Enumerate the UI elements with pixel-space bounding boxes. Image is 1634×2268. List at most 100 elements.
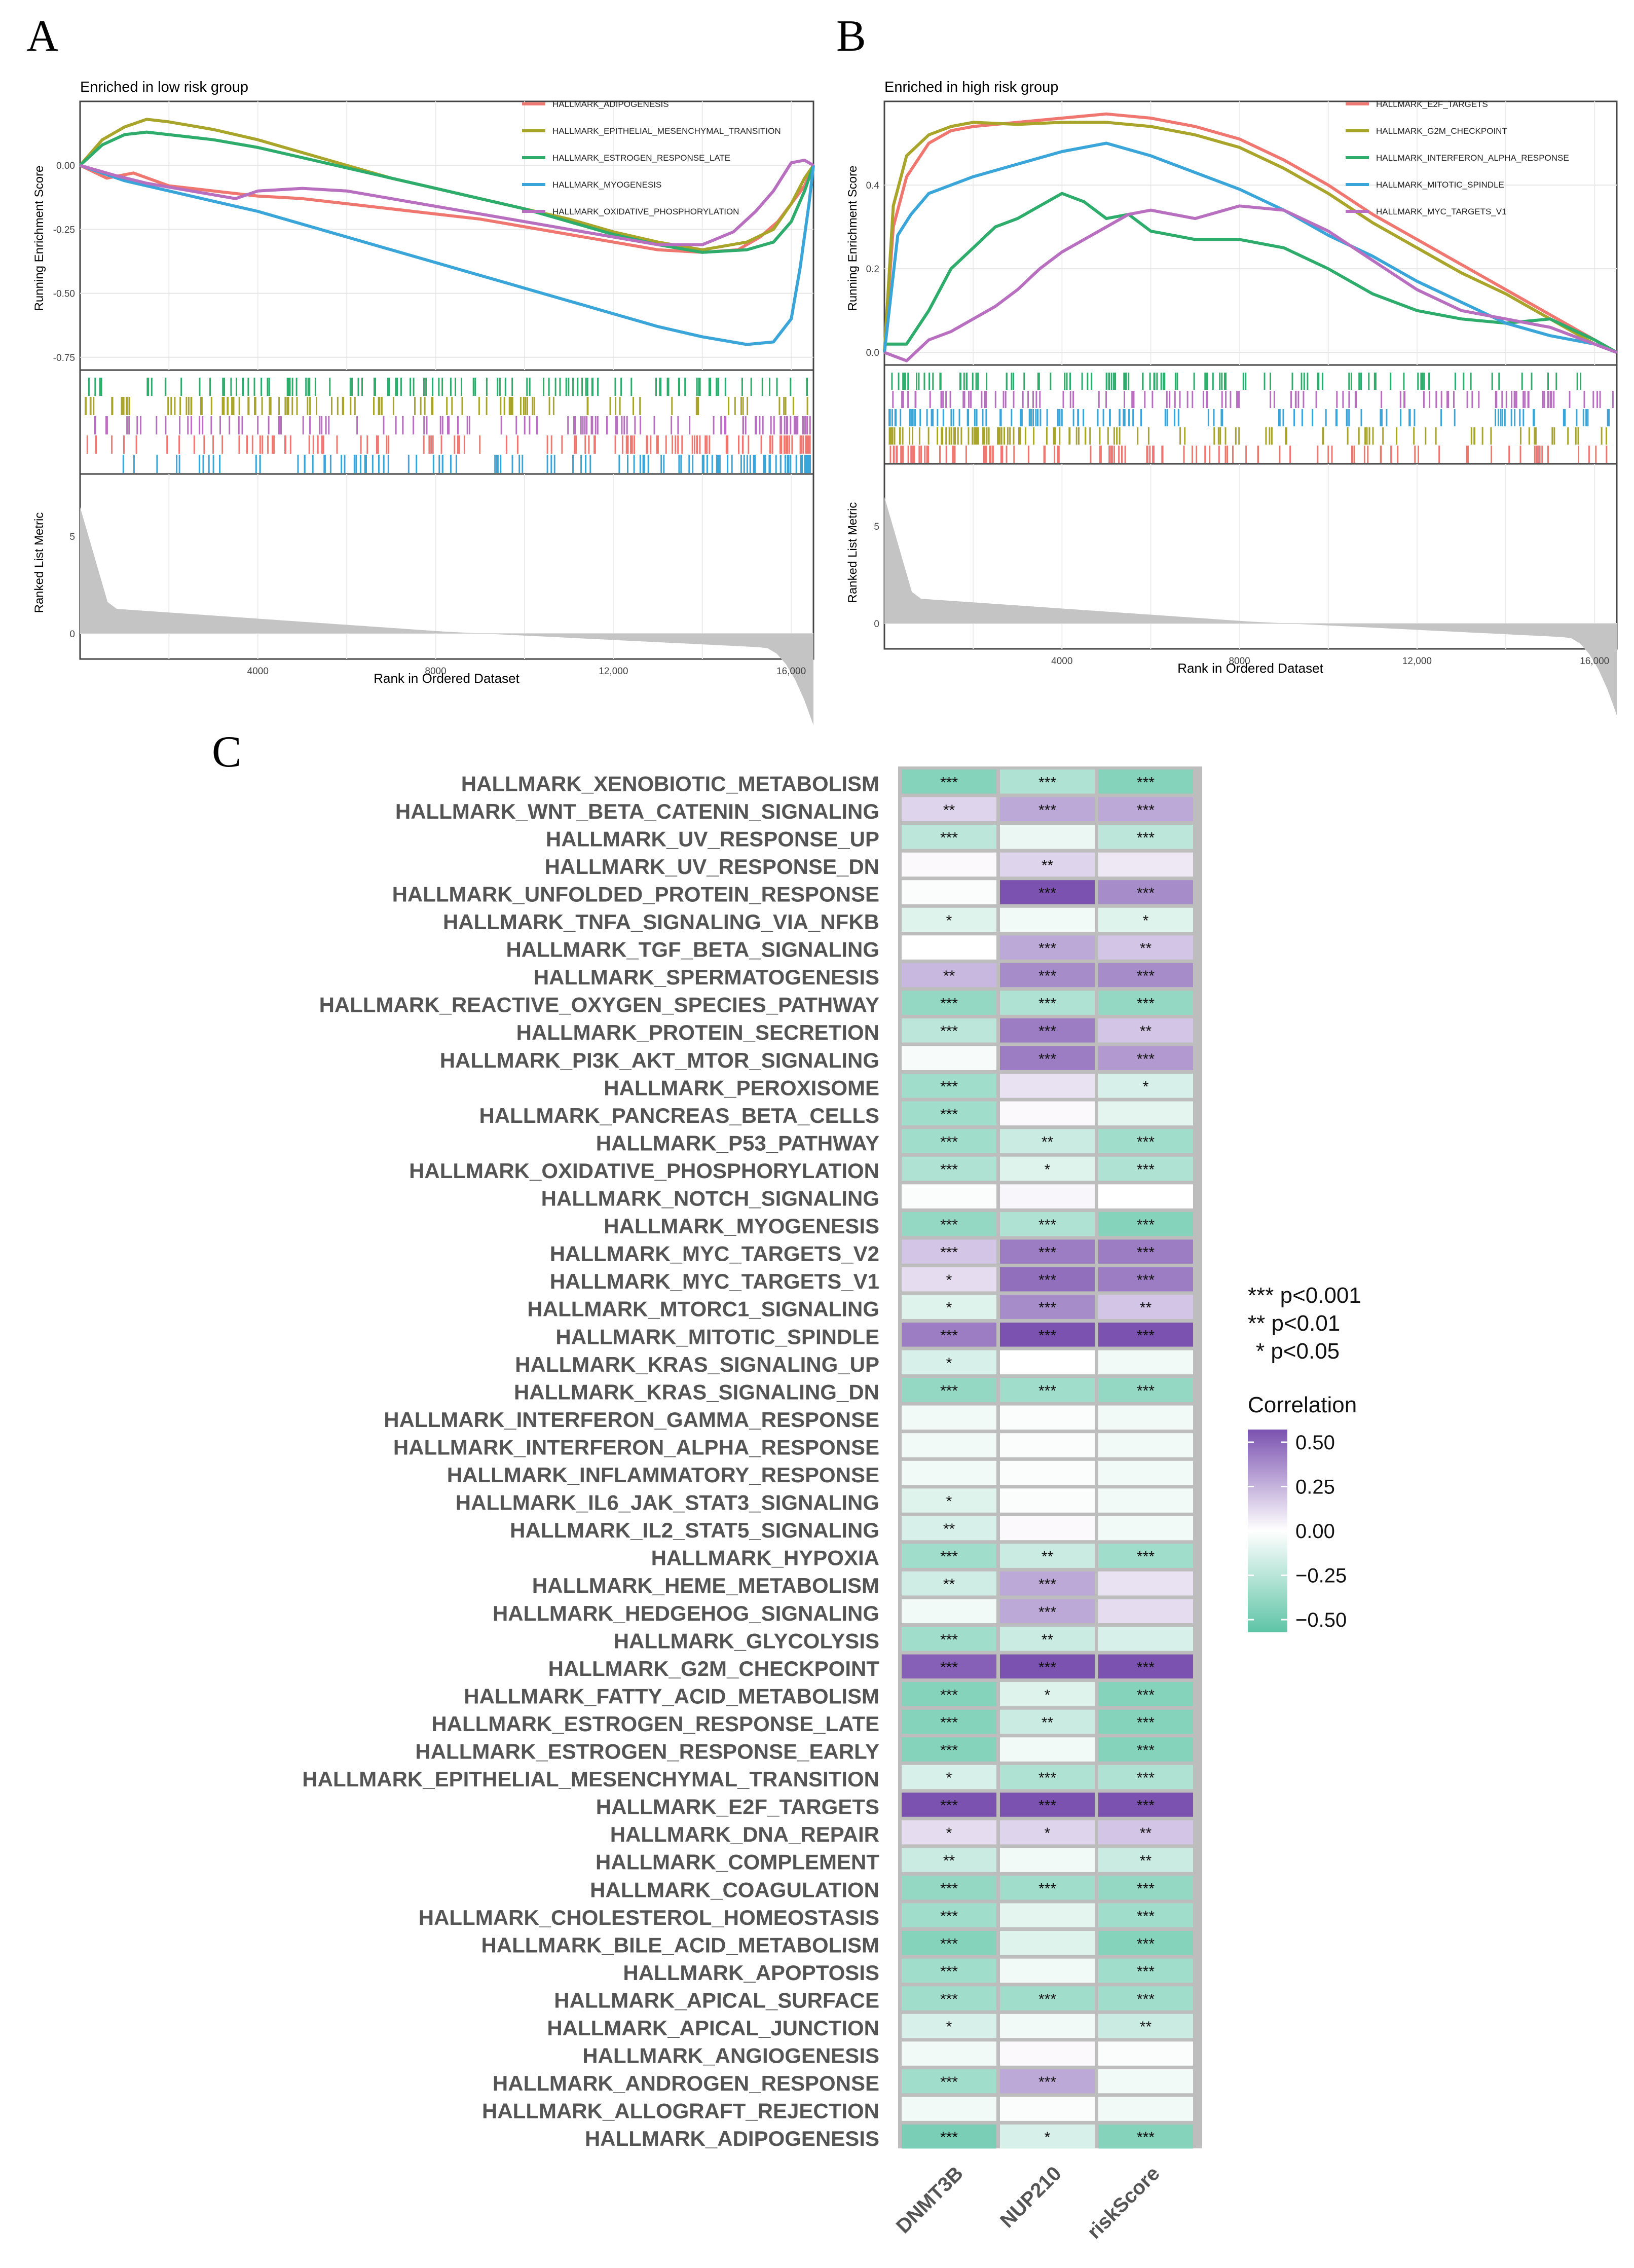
hit-stripe — [572, 378, 574, 396]
hit-stripe — [156, 455, 158, 473]
hit-stripe — [1504, 409, 1506, 426]
hit-stripe — [1390, 446, 1392, 463]
heatmap-cell — [1098, 2069, 1193, 2094]
hit-stripe — [1099, 446, 1101, 463]
heatmap-cell — [902, 852, 996, 877]
hit-stripe — [410, 378, 412, 396]
legend-label: HALLMARK_MYOGENESIS — [552, 180, 661, 190]
y-tick-label: 0.00 — [56, 161, 75, 171]
significance-mark: *** — [1137, 1659, 1155, 1676]
hit-stripe — [1232, 446, 1234, 463]
hit-stripe — [692, 455, 694, 473]
hit-stripe — [1317, 446, 1319, 463]
row-label: HALLMARK_NOTCH_SIGNALING — [541, 1187, 879, 1211]
hit-stripe — [1245, 373, 1247, 390]
heatmap-cell — [902, 825, 996, 849]
hit-stripe — [1440, 409, 1442, 426]
hit-stripe — [286, 397, 288, 415]
hit-stripe — [136, 416, 138, 434]
heatmap-cell — [1098, 2124, 1193, 2149]
hit-stripe — [236, 378, 237, 396]
hit-stripe — [660, 455, 662, 473]
hit-stripe — [431, 397, 433, 415]
hit-stripe — [1046, 409, 1048, 426]
significance-mark: *** — [1137, 1798, 1155, 1814]
hit-stripe — [179, 416, 181, 434]
hit-stripe — [1364, 427, 1366, 445]
hit-stripe — [305, 378, 307, 396]
hit-stripe — [759, 416, 761, 434]
row-label: HALLMARK_PROTEIN_SECRETION — [516, 1020, 879, 1044]
significance-mark: *** — [1137, 1549, 1155, 1565]
hit-stripe — [529, 416, 531, 434]
hit-stripe — [272, 435, 274, 454]
hit-stripe — [709, 435, 711, 454]
hit-stripe — [499, 378, 501, 396]
hit-stripe — [1481, 427, 1483, 445]
hit-stripe — [508, 397, 510, 415]
row-label: HALLMARK_IL2_STAT5_SIGNALING — [510, 1518, 879, 1542]
hit-stripe — [1245, 446, 1247, 463]
hit-stripe — [438, 455, 440, 473]
hit-stripe — [100, 378, 102, 396]
hit-stripe — [1322, 427, 1324, 445]
hit-stripe — [912, 427, 913, 445]
hit-stripe — [1111, 446, 1113, 463]
hit-stripe — [1204, 373, 1206, 390]
heatmap-cell — [1098, 1350, 1193, 1375]
y-tick-label: -0.75 — [53, 353, 75, 363]
hit-stripe — [267, 435, 269, 454]
significance-mark: *** — [1038, 1023, 1056, 1040]
colorbar-tick-label: 0.50 — [1295, 1432, 1335, 1454]
hit-stripe — [414, 397, 416, 415]
hit-stripe — [88, 378, 90, 396]
hit-stripe — [896, 446, 898, 463]
hit-stripe — [1290, 391, 1292, 408]
hit-stripe — [1147, 446, 1148, 463]
hit-stripe — [1024, 427, 1026, 445]
heatmap-cell — [902, 1627, 996, 1651]
panel-b-label: B — [836, 12, 866, 61]
hit-stripe — [786, 416, 788, 434]
heatmap-cell — [1098, 797, 1193, 821]
hit-stripe — [1209, 446, 1211, 463]
heatmap-cell — [1098, 1488, 1193, 1513]
hit-stripe — [1038, 373, 1040, 390]
hit-stripe — [1152, 446, 1154, 463]
hit-stripe — [697, 397, 699, 415]
hit-stripe — [806, 378, 808, 396]
hit-stripe — [321, 435, 323, 454]
hit-stripe — [1408, 409, 1410, 426]
series-line — [883, 112, 1618, 354]
hit-stripe — [356, 416, 358, 434]
hit-stripe — [1119, 427, 1121, 445]
hit-stripe — [725, 435, 727, 454]
hit-stripe — [740, 397, 742, 415]
hit-stripe — [972, 427, 974, 445]
heatmap-cell — [1000, 2097, 1095, 2121]
hit-stripe — [1011, 409, 1013, 426]
legend-label: HALLMARK_G2M_CHECKPOINT — [1376, 126, 1507, 136]
row-label: HALLMARK_UV_RESPONSE_UP — [546, 827, 879, 851]
hit-stripe — [1543, 391, 1545, 408]
hit-stripe — [743, 455, 745, 473]
hit-stripe — [932, 409, 934, 426]
hit-stripe — [696, 378, 698, 396]
hit-stripe — [1156, 373, 1158, 390]
hit-stripe — [727, 455, 728, 473]
hit-stripe — [1196, 446, 1198, 463]
hit-stripe — [983, 446, 985, 463]
row-label: HALLMARK_HYPOXIA — [651, 1546, 879, 1570]
hit-stripe — [1072, 391, 1074, 408]
heatmap-cell — [1098, 1516, 1193, 1541]
metric-tick-label: 5 — [69, 532, 75, 542]
hit-stripe — [706, 435, 708, 454]
hit-stripe — [1550, 391, 1552, 408]
panel-a-es-frame — [79, 100, 814, 371]
hit-stripe — [1152, 391, 1154, 408]
heatmap-cell — [1098, 2041, 1193, 2066]
hit-stripe — [261, 397, 263, 415]
hit-stripe — [1467, 446, 1469, 463]
hit-stripe — [1054, 427, 1056, 445]
significance-legend-item: * p<0.05 — [1256, 1339, 1340, 1364]
